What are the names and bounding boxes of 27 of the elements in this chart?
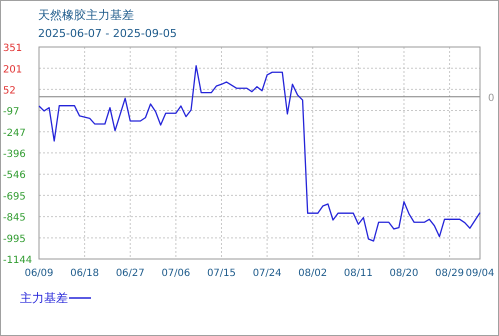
x-tick-label: 06/27: [116, 268, 145, 279]
x-tick-label: 08/11: [344, 268, 373, 279]
y-tick-label: -845: [3, 212, 26, 224]
x-tick-label: 09/04: [466, 268, 494, 279]
x-tick-label: 06/18: [70, 268, 100, 279]
x-tick-label: 07/06: [161, 268, 190, 279]
y-tick-label: -695: [3, 191, 26, 202]
x-tick-label: 06/09: [24, 268, 54, 279]
x-tick-label: 07/15: [207, 268, 236, 279]
y-tick-label: 52: [3, 85, 16, 96]
chart-title: 天然橡胶主力基差: [38, 8, 134, 22]
y-tick-label: -247: [3, 128, 26, 139]
y-tick-label: -995: [3, 234, 26, 245]
x-tick-label: 07/24: [252, 268, 282, 279]
y-tick-label: -97: [3, 106, 20, 118]
line-series: [38, 65, 481, 242]
x-tick-label: 08/02: [298, 268, 328, 279]
y-tick-label: 351: [3, 43, 22, 54]
y-tick-label: -1144: [3, 255, 32, 266]
x-tick-label: 08/20: [390, 268, 418, 279]
y-tick-label: -546: [3, 170, 26, 182]
legend-label: 主力基差: [20, 291, 68, 305]
y-tick-label: -396: [3, 148, 26, 160]
ref-line-label: 0: [488, 92, 494, 104]
x-tick-label: 08/29: [435, 268, 464, 279]
chart-subtitle: 2025-06-07 - 2025-09-05: [38, 27, 177, 40]
y-tick-label: 201: [3, 64, 22, 76]
